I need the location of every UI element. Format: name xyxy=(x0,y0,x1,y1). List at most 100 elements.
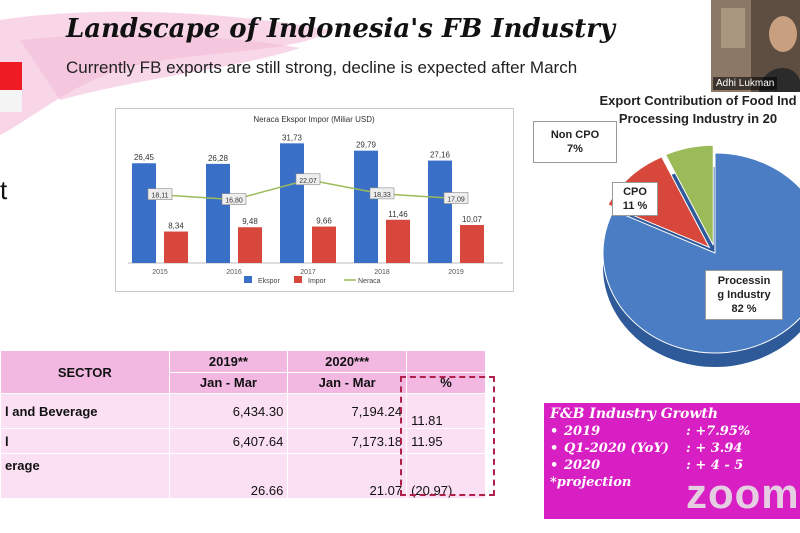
x-tick-label: 2018 xyxy=(374,269,390,276)
zoom-watermark-logo: zoom xyxy=(686,470,800,517)
header-sector: SECTOR xyxy=(0,350,170,394)
row-pct: 11.81 xyxy=(406,393,486,429)
subheader-2020: Jan - Mar xyxy=(287,371,408,394)
legend-swatch xyxy=(294,276,302,283)
pie-slice xyxy=(664,144,714,246)
neraca-point-box xyxy=(147,188,173,200)
bar-ekspor xyxy=(206,163,230,263)
row-value-2019: 26.66 xyxy=(168,453,289,499)
row-value-2020: 7,173.18 xyxy=(287,428,408,454)
growth-bullet: • xyxy=(550,458,559,473)
legend-label: Impor xyxy=(308,278,327,285)
growth-value: : + 4 - 5 xyxy=(686,458,744,473)
neraca-point-box xyxy=(369,187,395,200)
bar-ekspor xyxy=(280,143,304,263)
bar-ekspor-label: 31,73 xyxy=(282,133,303,142)
legend-label: Ekspor xyxy=(258,278,280,285)
bar-impor xyxy=(460,225,484,263)
participant-name-label: Adhi Lukman xyxy=(713,77,778,90)
bar-ekspor-label: 26,45 xyxy=(134,153,155,162)
x-tick-label: 2017 xyxy=(300,269,316,276)
pie-label-cpo-value: 11 % xyxy=(622,200,648,212)
growth-value: : +7.95% xyxy=(686,424,751,439)
export-import-chart: Neraca Ekspor Impor (Miliar USD) 26,45 8,… xyxy=(115,108,514,292)
row-value-2019: 6,434.30 xyxy=(168,393,289,429)
header-2019: 2019** xyxy=(168,350,289,373)
neraca-point-box xyxy=(221,193,247,205)
bar-impor-label: 9,48 xyxy=(242,217,258,226)
x-tick-label: 2015 xyxy=(152,269,168,276)
x-tick-label: 2016 xyxy=(226,269,242,276)
bar-ekspor-label: 29,79 xyxy=(356,141,377,150)
bar-ekspor xyxy=(354,150,378,263)
pie-label-cpo: CPO 11 % xyxy=(612,182,658,216)
growth-value: : + 3.94 xyxy=(686,441,743,456)
neraca-point-label: 18,11 xyxy=(152,193,169,200)
bar-impor xyxy=(238,227,262,263)
cropped-side-text: t xyxy=(0,175,8,205)
growth-label: 2019 xyxy=(564,424,601,439)
indonesia-flag-red xyxy=(0,62,22,90)
header-2020: 2020*** xyxy=(287,350,408,373)
row-pct: 11.95 xyxy=(406,428,486,454)
row-sector: erage xyxy=(0,453,170,499)
growth-item: • 2020 : + 4 - 5 xyxy=(550,457,794,474)
x-tick-label: 2019 xyxy=(448,269,464,276)
neraca-point-box xyxy=(443,192,469,204)
pie-label-processing-line1: Processin xyxy=(717,275,771,287)
pie-slice xyxy=(607,156,711,249)
table-row: erage 26.66 21.07 (20.97) xyxy=(0,453,486,499)
bar-impor xyxy=(164,231,188,263)
legend-label: Neraca xyxy=(358,278,381,285)
pie-label-processing-value: 82 % xyxy=(731,303,757,315)
participant-video-tile[interactable]: Adhi Lukman xyxy=(711,0,800,92)
bar-ekspor-label: 26,28 xyxy=(208,154,229,163)
growth-title: F&B Industry Growth xyxy=(550,406,719,422)
bar-chart-title: Neraca Ekspor Impor (Miliar USD) xyxy=(253,115,375,124)
row-sector: l and Beverage xyxy=(0,393,170,429)
pct-highlight-box xyxy=(400,376,495,496)
growth-item: • 2019 : +7.95% xyxy=(550,423,794,440)
pie-label-cpo-name: CPO xyxy=(623,186,647,198)
bar-impor-label: 8,34 xyxy=(168,222,184,231)
export-contribution-pie xyxy=(602,144,800,367)
bar-ekspor xyxy=(132,163,156,263)
bar-impor-label: 11,46 xyxy=(388,210,408,219)
row-value-2020: 21.07 xyxy=(287,453,408,499)
neraca-point-label: 16,80 xyxy=(225,198,243,205)
sector-export-table: SECTOR 2019** 2020*** Jan - Mar Jan - Ma… xyxy=(0,350,486,499)
pink-brush-decoration xyxy=(0,11,330,135)
pie-label-processing: Processin g Industry 82 % xyxy=(705,270,783,320)
neraca-point-box xyxy=(295,173,321,186)
slide-subtitle: Currently FB exports are still strong, d… xyxy=(66,58,578,77)
bar-impor-label: 9,66 xyxy=(316,217,332,226)
pie-label-non-cpo-name: Non CPO xyxy=(550,129,600,141)
fb-growth-box: F&B Industry Growth • 2019 : +7.95% • Q1-20… xyxy=(544,403,800,519)
row-value-2020: 7,194.24 xyxy=(287,393,408,429)
neraca-point-label: 22,07 xyxy=(299,178,317,185)
header-pct-spacer xyxy=(406,350,486,373)
pie-label-processing-line2: g Industry xyxy=(717,289,771,301)
bar-chart-svg: Neraca Ekspor Impor (Miliar USD) 26,45 8,… xyxy=(128,115,503,285)
growth-item: • Q1-2020 (YoY) : + 3.94 xyxy=(550,440,794,457)
pie-label-non-cpo: Non CPO 7% xyxy=(533,121,617,163)
bar-ekspor-label: 27,16 xyxy=(430,151,451,160)
neraca-point-label: 17,09 xyxy=(447,197,465,204)
pie-chart-title: Export Contribution of Food Ind Processi… xyxy=(599,93,797,126)
growth-label: 2020 xyxy=(564,458,601,473)
slide-title: Landscape of Indonesia's FB Industry xyxy=(66,14,616,44)
bar-impor xyxy=(386,219,410,263)
row-sector: l xyxy=(0,428,170,454)
pie-label-non-cpo-value: 7% xyxy=(567,143,583,155)
growth-note: *projection xyxy=(550,475,632,490)
bar-impor-label: 10,07 xyxy=(462,215,483,224)
legend-swatch xyxy=(244,276,252,283)
bar-ekspor xyxy=(428,160,452,263)
bar-impor xyxy=(312,226,336,263)
row-value-2019: 6,407.64 xyxy=(168,428,289,454)
growth-bullet: • xyxy=(550,441,559,456)
indonesia-flag-white xyxy=(0,90,22,112)
neraca-point-label: 18,33 xyxy=(373,192,391,199)
growth-bullet: • xyxy=(550,424,559,439)
growth-label: Q1-2020 (YoY) xyxy=(564,441,669,456)
